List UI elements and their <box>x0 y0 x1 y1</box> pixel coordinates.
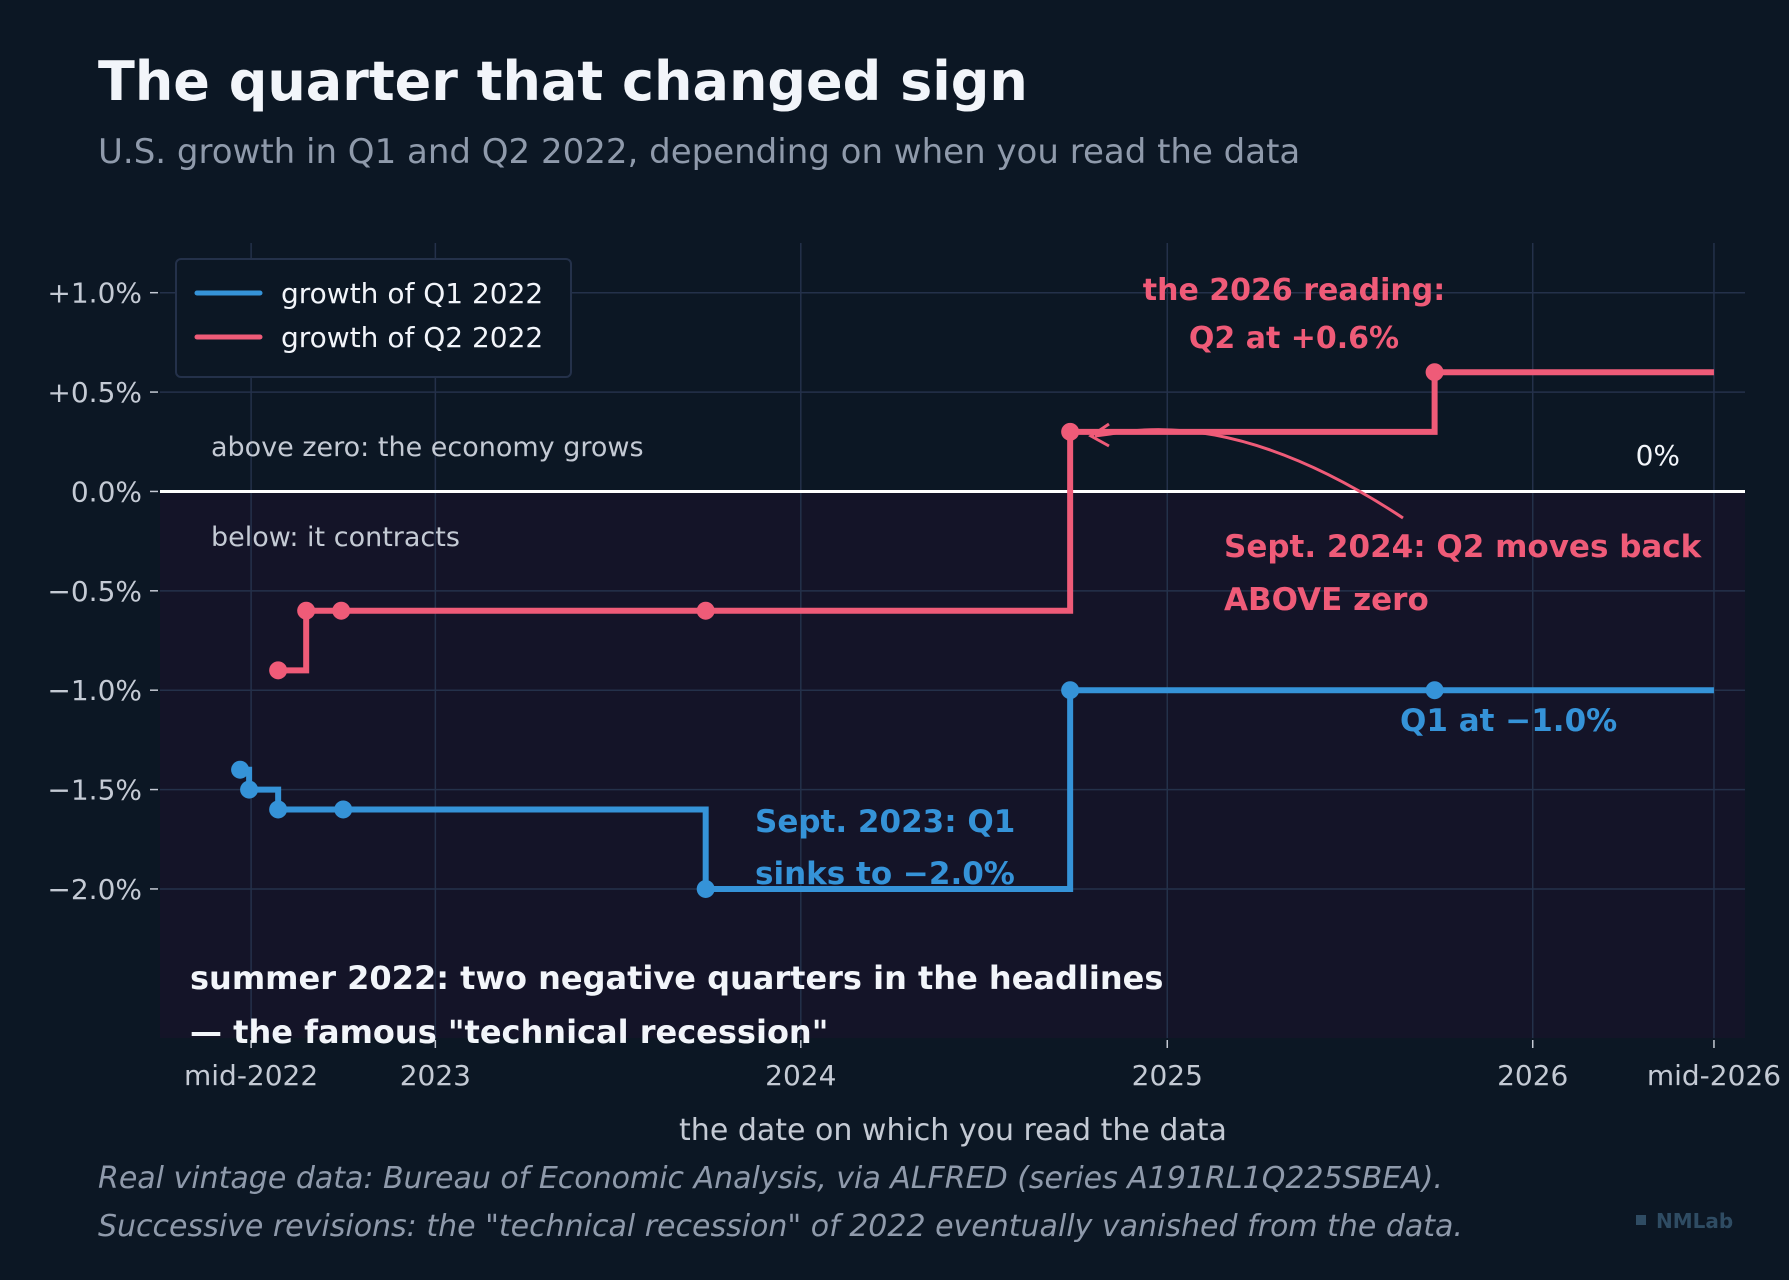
y-tick-label-2: 0.0% <box>71 475 142 508</box>
annotation-2026-reading: the 2026 reading: Q2 at +0.6% <box>1143 273 1445 356</box>
arrow-head <box>1088 422 1110 448</box>
y-tick-label-0: +1.0% <box>47 277 142 310</box>
annotation-summer-2022-line-2: — the famous "technical recession" <box>190 1013 828 1051</box>
annotation-2026-reading-line-1: the 2026 reading: <box>1143 273 1445 308</box>
annotation-sept-2024-arrow <box>1088 422 1404 520</box>
footer-line-2: Successive revisions: the "technical rec… <box>98 1209 1463 1244</box>
legend: growth of Q1 2022 growth of Q2 2022 <box>175 258 572 378</box>
x-tick-label-4: 2026 <box>1497 1059 1568 1092</box>
logo-text: NMLab <box>1656 1209 1733 1233</box>
data-point-q2-0 <box>269 661 288 680</box>
legend-label-q2: growth of Q2 2022 <box>281 321 543 354</box>
y-tick-label-3: −0.5% <box>47 575 142 608</box>
footer-line-1: Real vintage data: Bureau of Economic An… <box>98 1161 1443 1196</box>
data-point-q1-2 <box>269 800 288 819</box>
region-label-above: above zero: the economy grows <box>211 432 644 463</box>
arrow-curve <box>1094 428 1404 520</box>
data-point-q1-1 <box>240 780 259 799</box>
annotation-2026-reading-line-2: Q2 at +0.6% <box>1189 321 1399 356</box>
series <box>231 363 1714 898</box>
chart-title: The quarter that changed sign <box>98 50 1028 113</box>
legend-box <box>175 258 572 378</box>
x-tick-label-2: 2024 <box>765 1059 836 1092</box>
data-point-q2-5 <box>1425 363 1444 382</box>
data-point-q1-3 <box>334 800 353 819</box>
data-point-q2-4 <box>1061 422 1080 441</box>
region-label-below: below: it contracts <box>211 522 460 553</box>
axes: +1.0% +0.5% 0.0% −0.5% −1.0% −1.5% −2.0% mid-20… <box>47 277 1781 1092</box>
logo-mark <box>1636 1215 1646 1225</box>
x-tick-label-1: 2023 <box>400 1059 471 1092</box>
x-tick-label-5: mid-2026 <box>1647 1059 1781 1092</box>
y-tick-label-6: −2.0% <box>47 873 142 906</box>
annotation-sept-2024-line-2: ABOVE zero <box>1224 582 1429 618</box>
annotation-sept-2023-line-1: Sept. 2023: Q1 <box>755 804 1015 840</box>
annotation-sept-2024-line-1: Sept. 2024: Q2 moves back <box>1224 529 1703 565</box>
plot-area: +1.0% +0.5% 0.0% −0.5% −1.0% −1.5% −2.0% mid-20… <box>47 243 1781 1092</box>
data-point-q1-6 <box>1425 681 1444 700</box>
x-axis-label: the date on which you read the data <box>679 1113 1227 1148</box>
x-tick-label-0: mid-2022 <box>184 1059 318 1092</box>
zero-line-label: 0% <box>1636 439 1680 472</box>
data-point-q2-1 <box>297 601 316 620</box>
chart-subtitle: U.S. growth in Q1 and Q2 2022, depending… <box>98 132 1300 172</box>
y-tick-label-1: +0.5% <box>47 376 142 409</box>
x-tick-label-3: 2025 <box>1132 1059 1203 1092</box>
logo: NMLab <box>1636 1209 1733 1233</box>
annotation-sept-2024: Sept. 2024: Q2 moves back ABOVE zero <box>1224 529 1703 618</box>
annotation-summer-2022: summer 2022: two negative quarters in th… <box>190 959 1163 1051</box>
y-tick-label-5: −1.5% <box>47 774 142 807</box>
data-point-q1-0 <box>231 760 250 779</box>
annotation-sept-2023-line-2: sinks to −2.0% <box>755 856 1015 892</box>
annotation-q1-final: Q1 at −1.0% <box>1400 703 1617 739</box>
y-tick-label-4: −1.0% <box>47 674 142 707</box>
data-point-q2-2 <box>332 601 351 620</box>
series-line-q2 <box>278 369 1714 674</box>
legend-label-q1: growth of Q1 2022 <box>281 277 543 310</box>
data-point-q1-5 <box>1061 681 1080 700</box>
annotation-sept-2023: Sept. 2023: Q1 sinks to −2.0% <box>755 804 1015 892</box>
data-point-q1-4 <box>696 879 715 898</box>
plot-background-below-zero <box>160 491 1745 1038</box>
annotation-summer-2022-line-1: summer 2022: two negative quarters in th… <box>190 959 1163 997</box>
data-point-q2-3 <box>696 601 715 620</box>
